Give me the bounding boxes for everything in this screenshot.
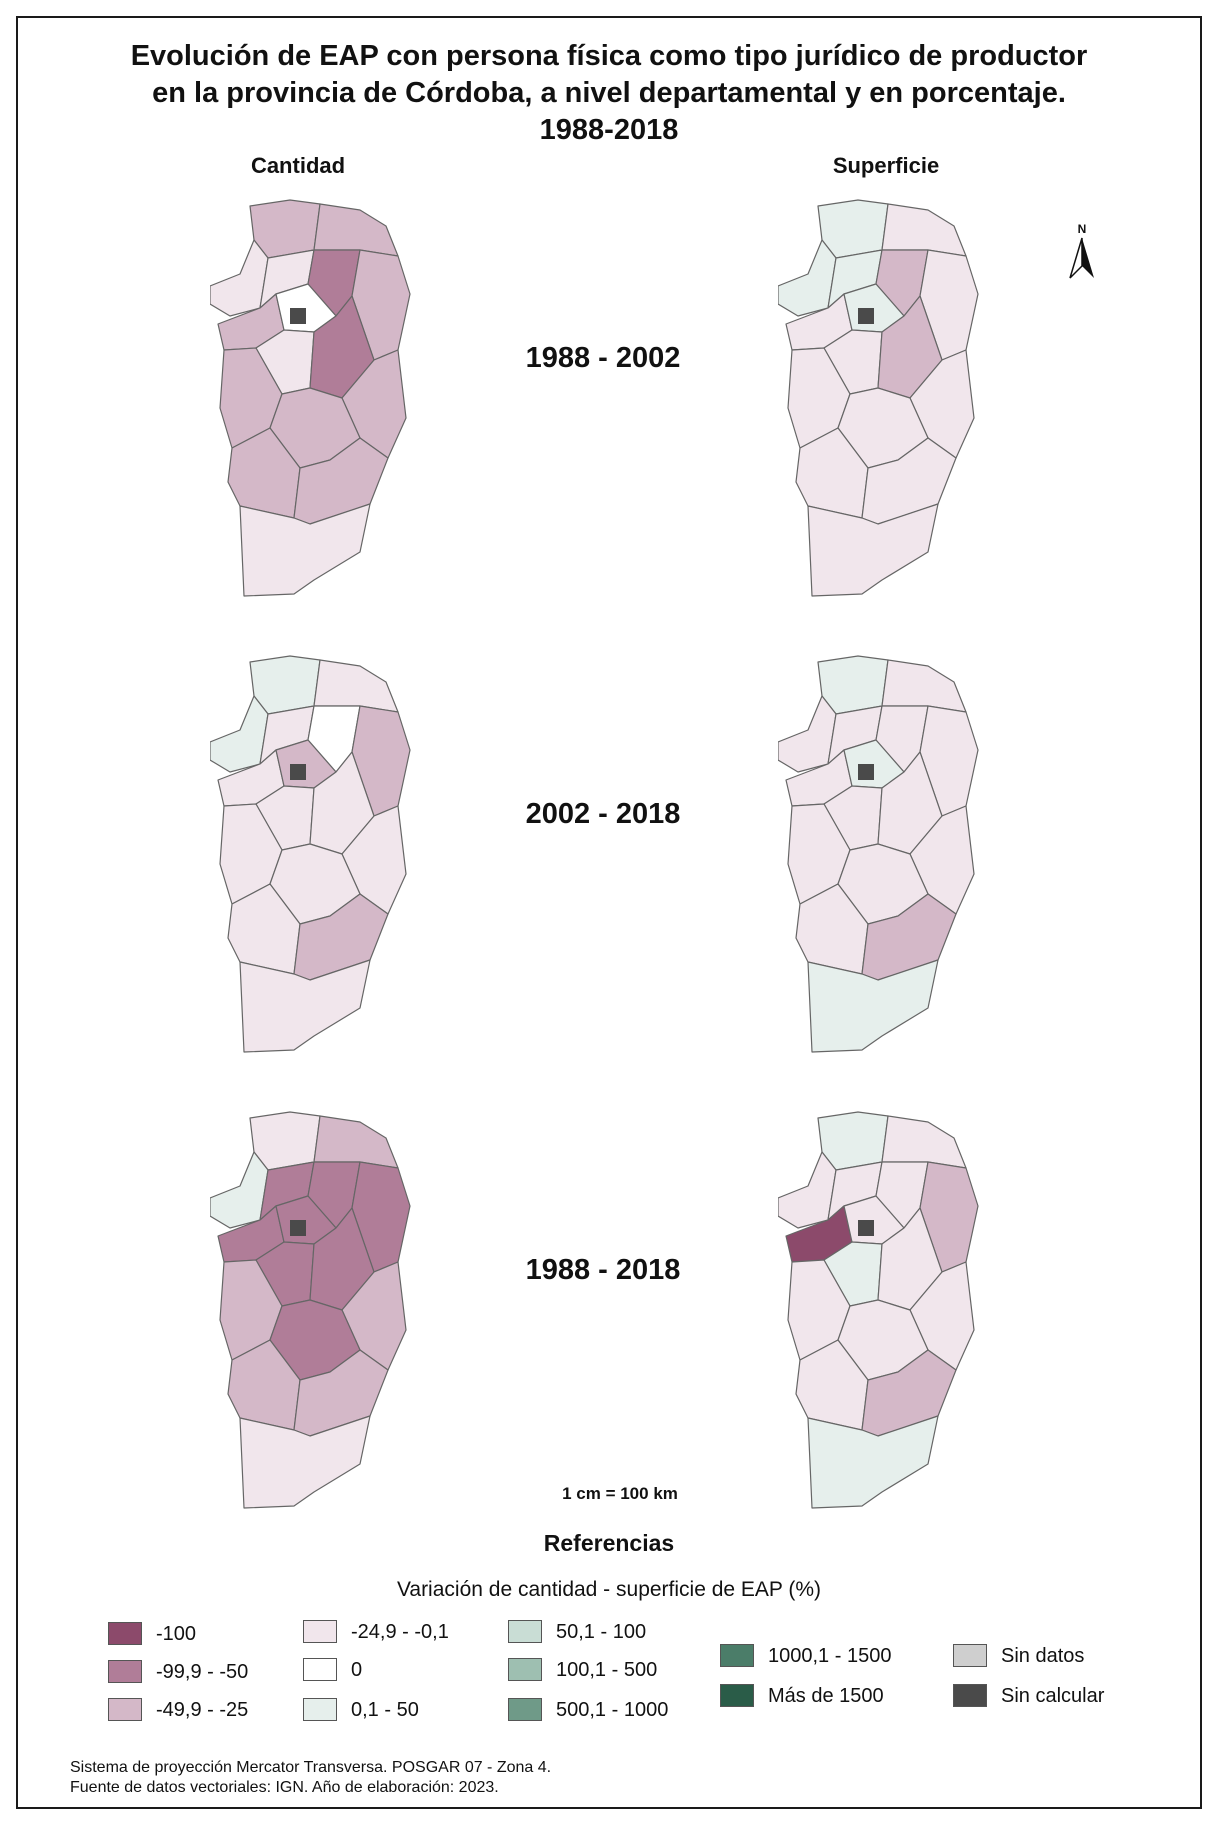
legend-swatch <box>108 1622 142 1645</box>
department-polygon <box>313 203 399 257</box>
column-header-superficie: Superficie <box>832 153 940 178</box>
column-header-cantidad: Cantidad <box>250 153 346 178</box>
legend-swatch <box>508 1698 542 1721</box>
department-polygon <box>881 1115 967 1169</box>
department-polygon <box>210 1151 269 1229</box>
map-superficie-2002-2018 <box>778 654 1008 1054</box>
map-cantidad-1988-2002 <box>210 198 440 598</box>
capital-department-marker <box>290 308 306 324</box>
capital-department-marker <box>858 308 874 324</box>
legend-swatch <box>303 1698 337 1721</box>
map-cantidad-1988-2018 <box>210 1110 440 1510</box>
legend-swatch <box>108 1660 142 1683</box>
department-polygon <box>210 695 269 773</box>
map-title: Evolución de EAP con persona física como… <box>40 38 1178 149</box>
title-line-3: 1988-2018 <box>539 114 679 146</box>
map-frame <box>16 16 1202 1809</box>
footer-projection: Sistema de proyección Mercator Transvers… <box>70 1759 552 1776</box>
map-cantidad-2002-2018 <box>210 654 440 1054</box>
period-label-1: 1988 - 2002 <box>525 342 681 374</box>
north-arrow-icon: N <box>1067 222 1097 282</box>
legend-swatch <box>953 1644 987 1667</box>
legend-swatch <box>720 1684 754 1707</box>
map-superficie-1988-2018 <box>778 1110 1008 1510</box>
department-polygon <box>881 203 967 257</box>
department-polygon <box>210 239 269 317</box>
legend-swatch <box>303 1658 337 1681</box>
north-label: N <box>1077 222 1087 236</box>
map-footer: Sistema de proyección Mercator Transvers… <box>70 1758 551 1798</box>
department-polygon <box>807 1415 939 1509</box>
department-polygon <box>778 695 837 773</box>
legend-title: Variación de cantidad - superficie de EA… <box>396 1578 822 1601</box>
legend-swatch <box>720 1644 754 1667</box>
legend-swatch <box>508 1620 542 1643</box>
legend-swatch <box>108 1698 142 1721</box>
department-polygon <box>778 1151 837 1229</box>
capital-department-marker <box>290 1220 306 1236</box>
period-label-2: 2002 - 2018 <box>525 798 681 830</box>
capital-department-marker <box>858 764 874 780</box>
department-polygon <box>881 659 967 713</box>
legend-swatch <box>303 1620 337 1643</box>
department-polygon <box>807 503 939 597</box>
period-label-3: 1988 - 2018 <box>525 1254 681 1286</box>
department-polygon <box>313 659 399 713</box>
department-polygon <box>313 1115 399 1169</box>
legend-swatch <box>953 1684 987 1707</box>
capital-department-marker <box>858 1220 874 1236</box>
capital-department-marker <box>290 764 306 780</box>
legend-swatch <box>508 1658 542 1681</box>
title-line-1: Evolución de EAP con persona física como… <box>130 40 1088 72</box>
department-polygon <box>807 959 939 1053</box>
references-title: Referencias <box>543 1530 675 1556</box>
map-superficie-1988-2002 <box>778 198 1008 598</box>
department-polygon <box>239 1415 371 1509</box>
department-polygon <box>239 959 371 1053</box>
scale-label: 1 cm = 100 km <box>562 1484 678 1503</box>
title-line-2: en la provincia de Córdoba, a nivel depa… <box>152 77 1066 109</box>
footer-source: Fuente de datos vectoriales: IGN. Año de… <box>70 1779 499 1796</box>
department-polygon <box>778 239 837 317</box>
department-polygon <box>239 503 371 597</box>
